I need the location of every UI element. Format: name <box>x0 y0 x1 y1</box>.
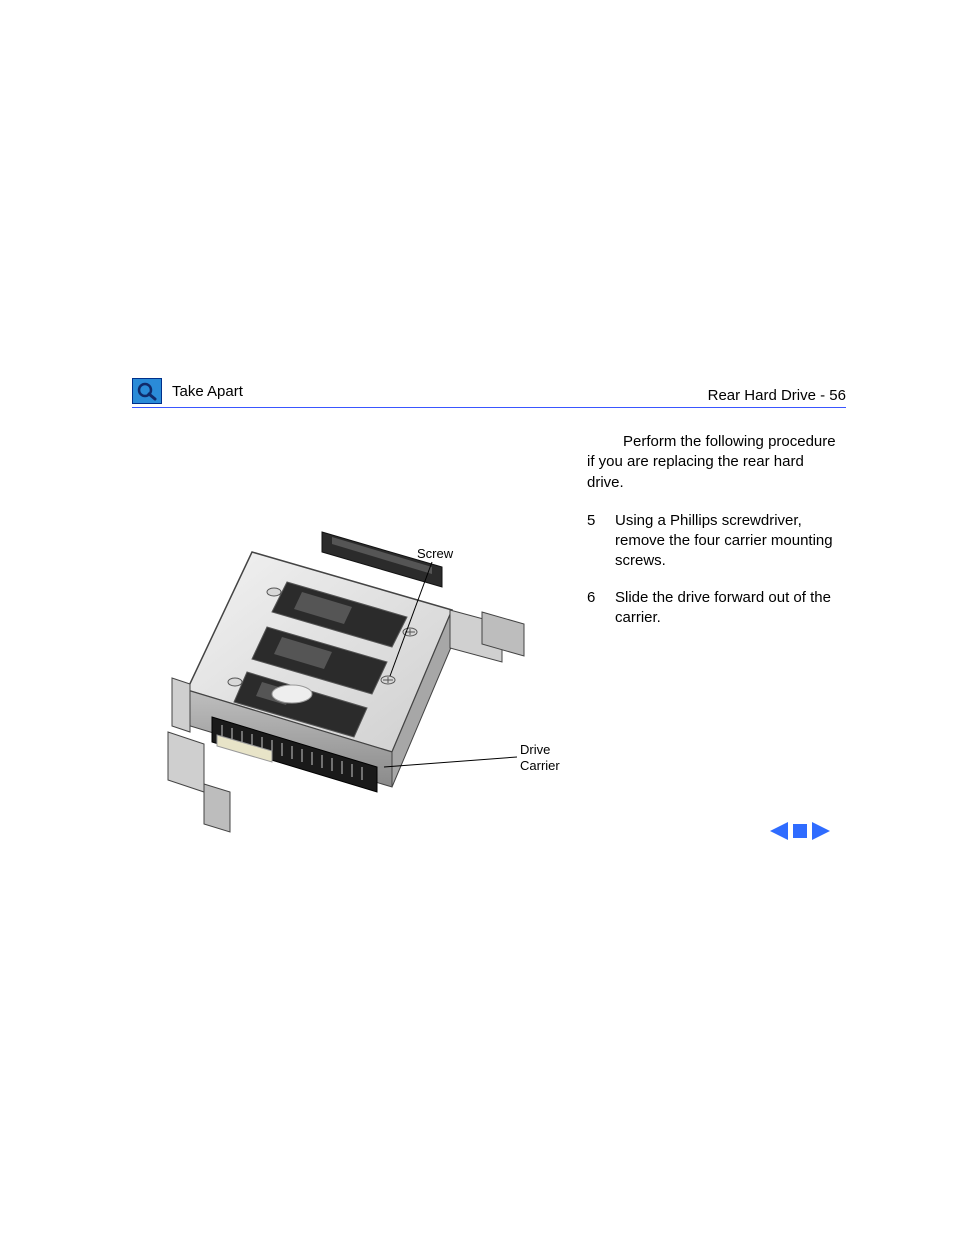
nav-stop-icon[interactable] <box>790 820 810 842</box>
drive-carrier-figure: Screw Drive Carrier <box>132 432 577 852</box>
nav-prev-icon[interactable] <box>766 820 790 842</box>
step-text: Slide the drive forward out of the carri… <box>615 588 842 629</box>
page-header: Take Apart Rear Hard Drive - 56 <box>132 378 846 408</box>
label-screw: Screw <box>417 546 454 561</box>
instruction-text: Perform the following procedure if you a… <box>587 432 842 852</box>
header-left: Take Apart <box>132 378 243 404</box>
section-title: Take Apart <box>172 383 243 400</box>
steps-list: 5 Using a Phillips screwdriver, remove t… <box>587 511 842 628</box>
step-item: 5 Using a Phillips screwdriver, remove t… <box>587 511 842 572</box>
step-number: 5 <box>587 511 615 572</box>
step-number: 6 <box>587 588 615 629</box>
step-item: 6 Slide the drive forward out of the car… <box>587 588 842 629</box>
page-title: Rear Hard Drive - 56 <box>708 387 846 404</box>
label-carrier-2: Carrier <box>520 758 560 773</box>
step-text: Using a Phillips screwdriver, remove the… <box>615 511 842 572</box>
page-navigation <box>766 820 834 842</box>
nav-next-icon[interactable] <box>810 820 834 842</box>
magnifying-glass-icon <box>132 378 162 404</box>
label-carrier-1: Drive <box>520 742 550 757</box>
intro-paragraph: Perform the following procedure if you a… <box>587 432 842 493</box>
page-content: Take Apart Rear Hard Drive - 56 <box>132 378 846 852</box>
content-row: Screw Drive Carrier Perform the followin… <box>132 432 846 852</box>
